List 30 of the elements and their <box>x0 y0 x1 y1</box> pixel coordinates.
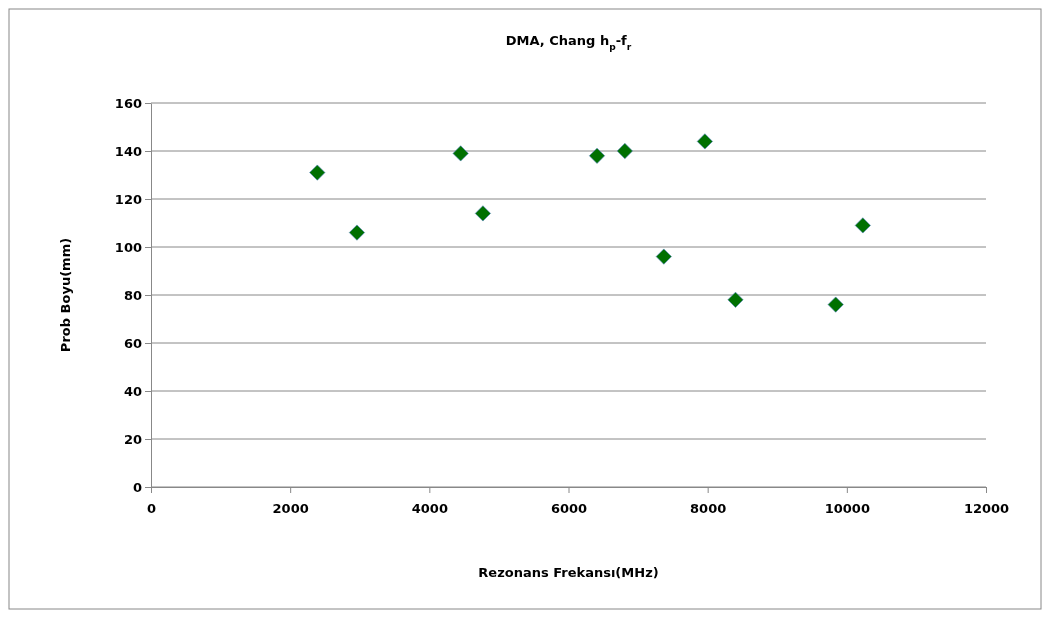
x-tick-label: 8000 <box>690 500 727 516</box>
y-tick-label: 20 <box>123 431 142 447</box>
y-tick-label: 0 <box>132 479 142 495</box>
x-tick-label: 2000 <box>272 500 309 516</box>
point <box>309 164 326 181</box>
point <box>616 143 633 159</box>
y-tick-label: 80 <box>123 287 142 303</box>
point <box>854 217 871 234</box>
point <box>655 248 672 265</box>
y-tick-label: 40 <box>123 383 142 399</box>
y-tick-label: 140 <box>114 143 142 159</box>
y-tick-label: 120 <box>114 191 142 207</box>
y-axis-title: Prob Boyu(mm) <box>58 237 73 353</box>
x-tick-label: 6000 <box>550 500 588 516</box>
x-tick-label: 4000 <box>411 500 448 516</box>
x-tick-label: 10000 <box>824 500 870 516</box>
y-tick-label: 160 <box>114 95 142 111</box>
point <box>349 224 365 241</box>
point <box>589 147 605 164</box>
point <box>452 145 469 162</box>
y-tick-label: 60 <box>123 335 142 351</box>
point <box>727 291 744 308</box>
chart-title: DMA, Chang h$_{p}$-f$_{r}$ <box>505 33 632 52</box>
point <box>474 205 491 222</box>
point <box>696 133 713 150</box>
x-axis-title: Rezonans Frekansı(MHz) <box>478 565 659 580</box>
x-tick-label: 0 <box>146 500 157 516</box>
point <box>827 296 844 313</box>
y-tick-label: 100 <box>114 239 142 255</box>
x-tick-label: 12000 <box>963 500 1010 516</box>
